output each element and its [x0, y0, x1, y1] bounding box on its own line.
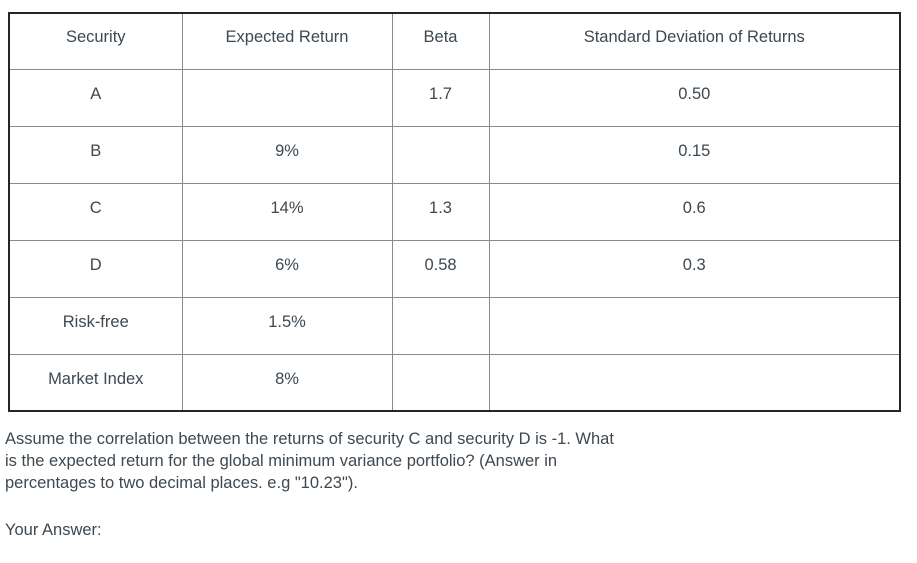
- cell-security: Risk-free: [8, 296, 183, 355]
- table-row: Market Index 8%: [8, 353, 901, 412]
- table-row: C 14% 1.3 0.6: [8, 182, 901, 241]
- header-security: Security: [8, 12, 183, 70]
- cell-std-dev: 0.50: [488, 68, 901, 127]
- cell-beta: [391, 125, 490, 184]
- question-line: percentages to two decimal places. e.g "…: [5, 474, 358, 492]
- table-row: D 6% 0.58 0.3: [8, 239, 901, 298]
- question-line: Assume the correlation between the retur…: [5, 430, 614, 448]
- cell-security: C: [8, 182, 183, 241]
- cell-beta: 0.58: [391, 239, 490, 298]
- header-expected-return: Expected Return: [181, 12, 393, 70]
- cell-expected-return: 14%: [181, 182, 393, 241]
- cell-expected-return: 9%: [181, 125, 393, 184]
- your-answer-label: Your Answer:: [5, 521, 102, 539]
- table-row: A 1.7 0.50: [8, 68, 901, 127]
- cell-security: A: [8, 68, 183, 127]
- cell-security: D: [8, 239, 183, 298]
- cell-std-dev: 0.15: [488, 125, 901, 184]
- cell-beta: 1.7: [391, 68, 490, 127]
- cell-std-dev: [488, 353, 901, 412]
- cell-std-dev: 0.3: [488, 239, 901, 298]
- cell-expected-return: 8%: [181, 353, 393, 412]
- table-header-row: Security Expected Return Beta Standard D…: [8, 12, 901, 70]
- cell-security: B: [8, 125, 183, 184]
- cell-beta: [391, 296, 490, 355]
- securities-table: Security Expected Return Beta Standard D…: [8, 12, 901, 412]
- cell-beta: [391, 353, 490, 412]
- cell-security: Market Index: [8, 353, 183, 412]
- cell-std-dev: 0.6: [488, 182, 901, 241]
- header-std-dev: Standard Deviation of Returns: [488, 12, 901, 70]
- table-row: B 9% 0.15: [8, 125, 901, 184]
- header-beta: Beta: [391, 12, 490, 70]
- cell-beta: 1.3: [391, 182, 490, 241]
- table-row: Risk-free 1.5%: [8, 296, 901, 355]
- question-text: Assume the correlation between the retur…: [5, 428, 917, 494]
- cell-expected-return: 6%: [181, 239, 393, 298]
- question-line: is the expected return for the global mi…: [5, 452, 558, 470]
- cell-std-dev: [488, 296, 901, 355]
- cell-expected-return: [181, 68, 393, 127]
- cell-expected-return: 1.5%: [181, 296, 393, 355]
